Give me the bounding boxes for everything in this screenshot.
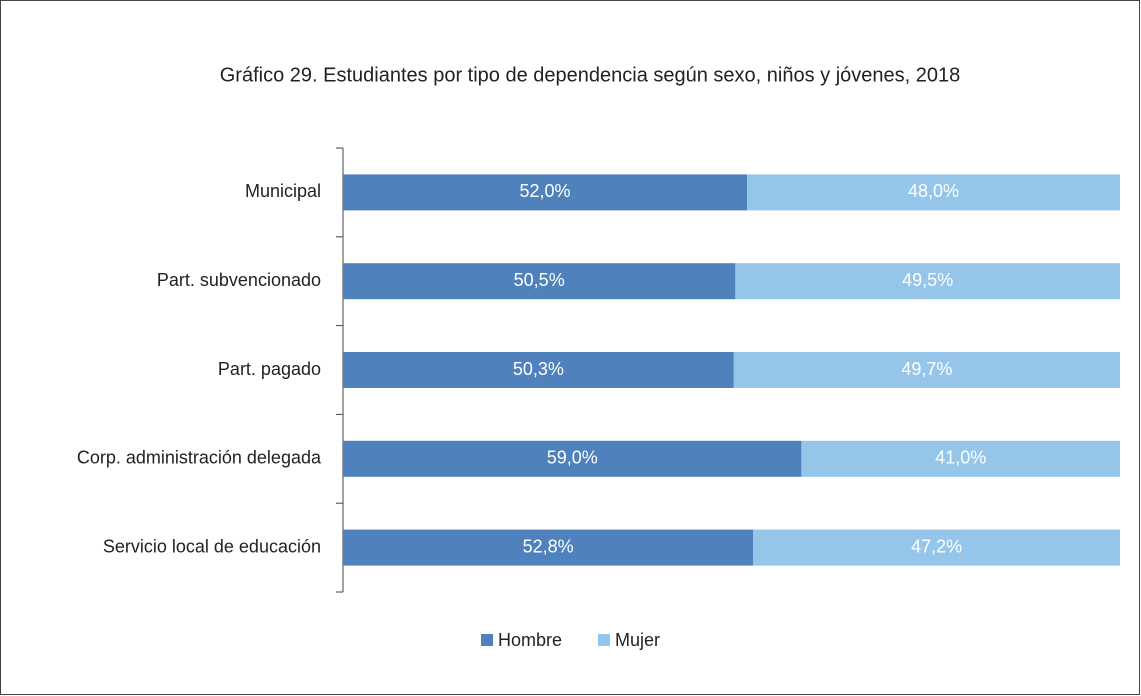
bar-segment [801,440,1120,477]
data-label: 52,0% [519,181,570,201]
data-label: 49,7% [901,359,952,379]
data-label: 50,3% [513,359,564,379]
y-tick-label: Servicio local de educación [103,536,321,556]
data-label: 59,0% [547,448,598,468]
data-label: 48,0% [908,181,959,201]
y-tick-label: Corp. administración delegada [77,448,322,468]
data-label: 49,5% [902,270,953,290]
legend-swatch [481,634,493,646]
bar-segment [343,352,734,388]
y-tick-label: Part. subvencionado [157,270,321,290]
legend-label: Hombre [498,630,562,650]
data-label: 52,8% [523,536,574,556]
data-label: 41,0% [935,448,986,468]
bar-segment [343,440,802,477]
bar-segment [343,263,736,300]
y-tick-label: Municipal [245,181,321,201]
bar-segment [747,174,1120,211]
bar-segment [343,529,754,566]
legend-label: Mujer [615,630,660,650]
data-label: 47,2% [911,536,962,556]
data-label: 50,5% [514,270,565,290]
bar-segment [753,529,1120,566]
y-tick-label: Part. pagado [218,359,321,379]
bar-segment [343,174,748,211]
legend-swatch [598,634,611,646]
chart-title: Gráfico 29. Estudiantes por tipo de depe… [220,64,961,86]
bar-segment [733,352,1120,388]
bar-segment [735,263,1120,300]
